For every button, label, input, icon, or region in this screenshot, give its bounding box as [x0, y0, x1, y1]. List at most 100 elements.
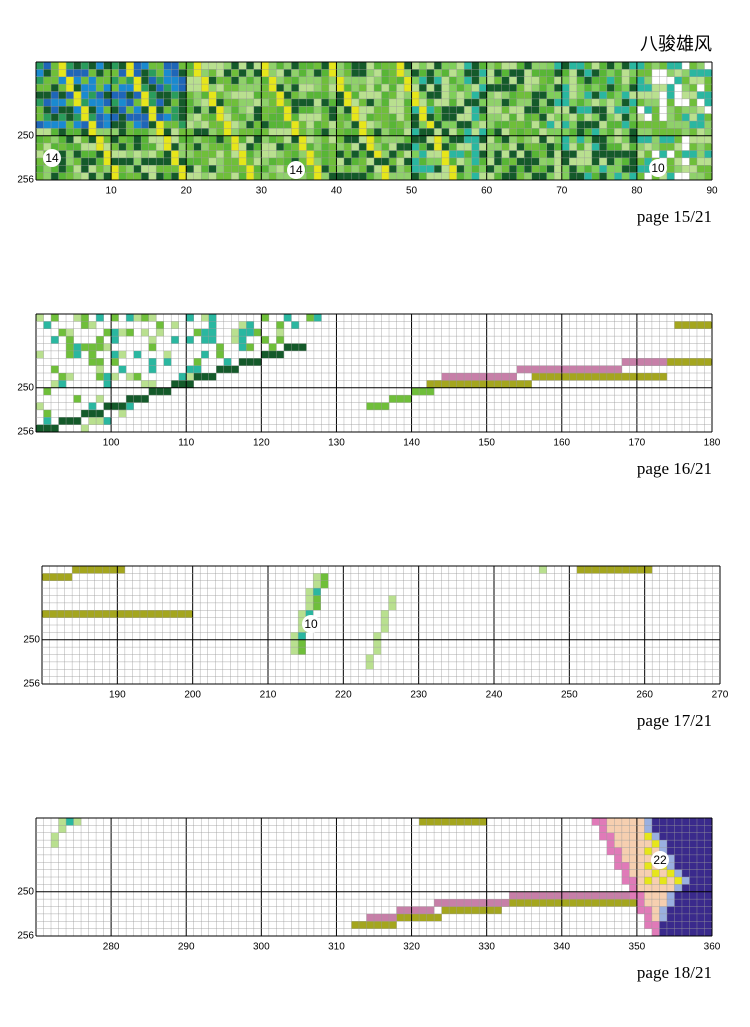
stitch-cell — [163, 350, 172, 359]
stitch-cell — [411, 165, 420, 173]
stitch-cell — [509, 380, 517, 388]
stitch-cell — [554, 143, 562, 151]
stitch-cell — [43, 172, 52, 181]
stitch-cell — [554, 172, 562, 181]
stitch-cell — [591, 113, 600, 122]
stitch-cell — [606, 135, 615, 144]
stitch-cell — [276, 350, 285, 359]
stitch-cell — [554, 84, 562, 92]
stitch-cell — [689, 69, 698, 77]
stitch-cell — [621, 818, 630, 826]
stitch-cell — [636, 847, 645, 856]
stitch-cell — [644, 91, 653, 100]
stitch-cell — [186, 135, 194, 144]
stitch-cell — [666, 921, 675, 929]
stitch-cell — [584, 365, 593, 374]
stitch-cell — [606, 818, 615, 826]
stitch-cell — [464, 62, 472, 70]
stitch-cell — [681, 869, 690, 878]
stitch-cell — [66, 157, 74, 166]
stitch-cell — [696, 165, 705, 173]
stitch-cell — [351, 113, 360, 122]
stitch-cell — [411, 128, 420, 136]
stitch-cell — [704, 157, 713, 166]
stitch-cell — [396, 143, 405, 151]
stitch-cell — [434, 172, 442, 181]
stitch-cell — [666, 98, 675, 107]
stitch-cell — [261, 91, 270, 100]
stitch-cell — [313, 106, 322, 114]
stitch-cell — [64, 610, 73, 618]
stitch-cell — [419, 818, 427, 826]
stitch-cell — [366, 113, 375, 122]
stitch-cell — [358, 172, 367, 181]
stitch-cell — [606, 128, 615, 136]
stitch-cell — [689, 121, 698, 129]
stitch-cell — [321, 135, 330, 144]
stitch-cell — [644, 150, 653, 159]
stitch-cell — [298, 632, 306, 640]
stitch-cell — [238, 358, 247, 366]
stitch-cell — [389, 98, 397, 107]
column-label: 290 — [178, 942, 195, 953]
stitch-cell — [133, 350, 142, 359]
stitch-cell — [171, 62, 179, 70]
stitch-cell — [629, 825, 638, 833]
stitch-cell — [561, 76, 570, 85]
column-label: 250 — [561, 690, 578, 701]
stitch-cell — [321, 143, 330, 151]
stitch-cell — [231, 106, 239, 114]
stitch-cell — [629, 172, 638, 181]
stitch-cell — [111, 350, 119, 359]
stitch-cell — [223, 143, 232, 151]
stitch-cell — [486, 106, 495, 114]
stitch-cell — [381, 913, 390, 922]
stitch-cell — [666, 818, 675, 826]
stitch-cell — [539, 373, 547, 381]
stitch-cell — [434, 165, 442, 173]
stitch-cell — [606, 113, 615, 122]
stitch-cell — [546, 113, 555, 122]
stitch-cell — [223, 84, 232, 92]
stitch-cell — [283, 128, 292, 136]
stitch-cell — [133, 121, 142, 129]
page-number: page 18/21 — [637, 963, 712, 982]
stitch-cell — [231, 128, 239, 136]
symbol-badge — [287, 161, 305, 179]
stitch-cell — [546, 62, 555, 70]
stitch-cell — [509, 106, 517, 114]
stitch-cell — [591, 91, 600, 100]
stitch-cell — [516, 380, 525, 388]
stitch-cell — [141, 76, 149, 85]
stitch-cell — [606, 899, 615, 907]
stitch-cell — [81, 395, 89, 403]
stitch-cell — [171, 380, 179, 388]
stitch-cell — [471, 906, 480, 915]
stitch-cell — [171, 172, 179, 181]
stitch-cell — [343, 62, 352, 70]
stitch-cell — [306, 150, 315, 159]
stitch-cell — [456, 165, 465, 173]
stitch-cell — [704, 884, 713, 892]
stitch-cell — [704, 143, 713, 151]
stitch-cell — [516, 62, 525, 70]
stitch-cell — [621, 91, 630, 100]
stitch-cell — [651, 840, 660, 848]
stitch-cell — [126, 113, 134, 122]
stitch-cell — [298, 150, 307, 159]
stitch-cell — [479, 91, 487, 100]
stitch-cell — [674, 165, 683, 173]
stitch-cell — [659, 818, 668, 826]
stitch-cell — [381, 617, 389, 626]
stitch-cell — [681, 143, 690, 151]
stitch-cell — [298, 625, 306, 633]
stitch-cell — [111, 135, 119, 144]
stitch-cell — [501, 84, 510, 92]
stitch-cell — [419, 62, 427, 70]
stitch-cell — [73, 69, 82, 77]
stitch-cell — [49, 610, 58, 618]
stitch-cell — [539, 365, 547, 374]
stitch-cell — [554, 365, 562, 374]
stitch-cell — [426, 91, 435, 100]
stitch-cell — [156, 98, 164, 107]
